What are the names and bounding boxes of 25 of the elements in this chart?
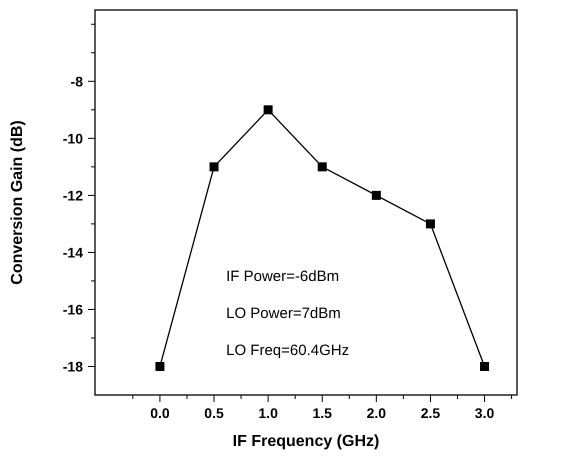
x-axis-title: IF Frequency (GHz): [232, 433, 380, 450]
point: [372, 190, 381, 200]
annotation: IF Power=-6dBm: [226, 268, 340, 285]
point: [210, 162, 219, 172]
annotation: LO Freq=60.4GHz: [226, 342, 350, 359]
point: [480, 362, 490, 371]
x-tick-label: 1.5: [312, 405, 332, 421]
annotation: LO Power=7dBm: [226, 304, 341, 322]
point: [155, 362, 164, 371]
y-tick-label: -12: [62, 187, 84, 204]
x-tick-label: 0.5: [204, 405, 224, 421]
x-tick-label: 2.0: [366, 405, 386, 421]
y-tick-label: -18: [62, 358, 84, 374]
x-tick-label: 2.5: [420, 405, 440, 421]
x-tick-label: 0.0: [150, 405, 170, 421]
x-tick-label: 1.0: [258, 405, 278, 421]
y-tick-label: -14: [62, 244, 84, 260]
point: [264, 105, 273, 114]
y-tick-label: -8: [70, 73, 84, 90]
y-tick-label: -10: [62, 130, 84, 146]
y-axis-title: Conversion Gain (dB): [9, 120, 26, 285]
point: [318, 162, 327, 172]
x-tick-label: 3.0: [474, 405, 494, 421]
y-tick-label: -16: [62, 301, 84, 318]
point: [426, 219, 435, 228]
